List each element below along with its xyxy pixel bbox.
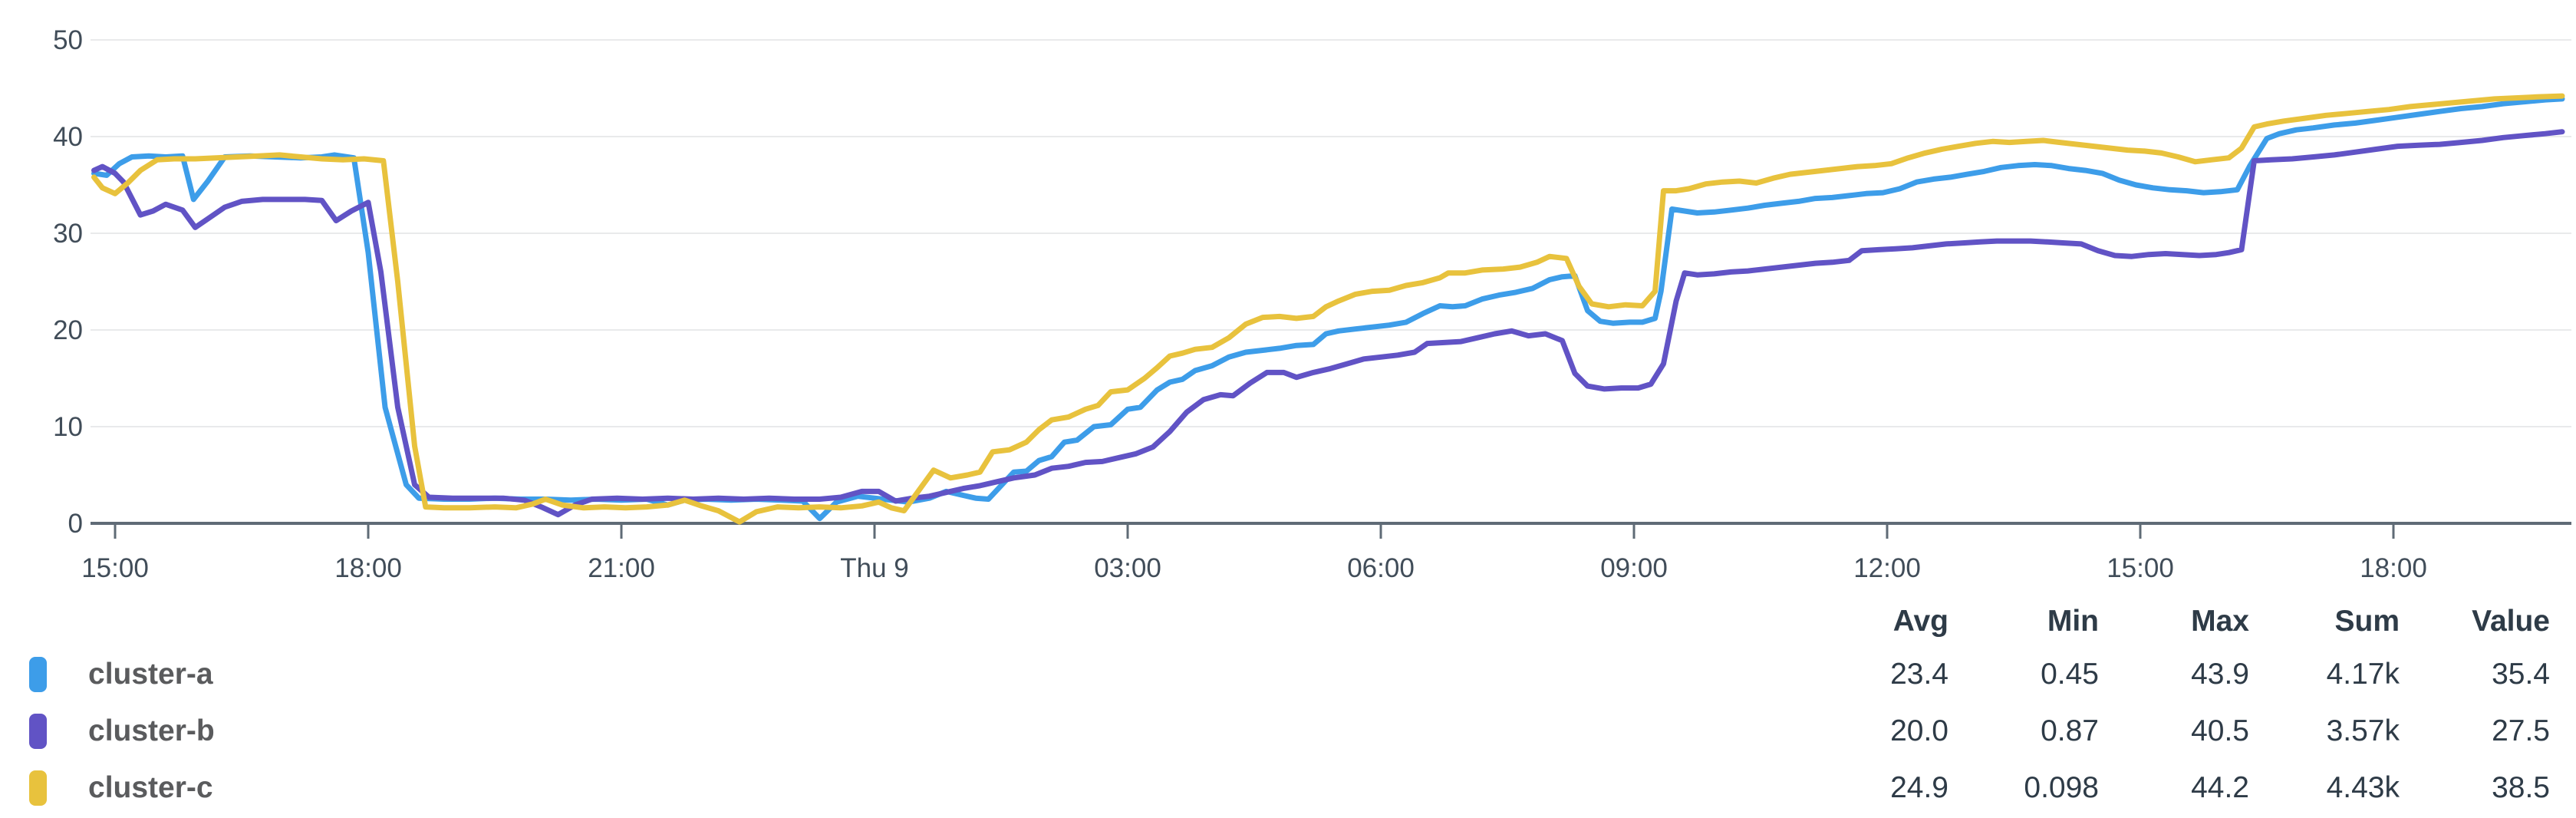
y-axis-label-30: 30: [53, 219, 83, 249]
x-axis-label-03:00: 03:00: [1094, 553, 1161, 583]
stat-min: 0.87: [2041, 714, 2099, 747]
series-label: cluster-a: [88, 658, 213, 691]
stat-sum: 4.17k: [2326, 658, 2400, 691]
y-axis-label-20: 20: [53, 315, 83, 345]
stat-value: 38.5: [2492, 771, 2550, 804]
x-axis-label-15:00: 15:00: [81, 553, 149, 583]
stat-value: 35.4: [2492, 658, 2550, 691]
stats-header-sum: Sum: [2334, 605, 2400, 638]
x-axis-label-12:00: 12:00: [1853, 553, 1921, 583]
stats-header-row: Avg Min Max Sum Value: [0, 597, 2576, 646]
x-axis-label-09:00: 09:00: [1600, 553, 1668, 583]
stats-header-value: Value: [2472, 605, 2550, 638]
stat-value: 27.5: [2492, 714, 2550, 747]
stat-max: 43.9: [2191, 658, 2249, 691]
y-axis-label-10: 10: [53, 412, 83, 442]
x-axis-label-21:00: 21:00: [588, 553, 655, 583]
stat-avg: 20.0: [1890, 714, 1948, 747]
x-axis-label-06:00: 06:00: [1347, 553, 1415, 583]
line-chart-plot[interactable]: 0 10 20 30 40 50 15:00 18:00 21:00 Thu 9 03:00 06:0…: [0, 0, 2576, 599]
series-color-swatch: [29, 657, 47, 692]
legend-row[interactable]: cluster-b 20.0 0.87 40.5 3.57k 27.5: [0, 703, 2576, 760]
stat-sum: 4.43k: [2326, 771, 2400, 804]
series-line-cluster-b[interactable]: [91, 129, 2565, 518]
legend-row-label-area: cluster-b: [0, 714, 1798, 749]
x-axis-label-18:00: 18:00: [334, 553, 402, 583]
x-axis-label-15:00: 15:00: [2107, 553, 2174, 583]
series-label: cluster-c: [88, 771, 213, 804]
y-axis-label-40: 40: [53, 122, 83, 152]
x-axis-label-18:00: 18:00: [2360, 553, 2427, 583]
series-label: cluster-b: [88, 714, 215, 747]
legend-row[interactable]: cluster-c 24.9 0.098 44.2 4.43k 38.5: [0, 760, 2576, 816]
stat-max: 44.2: [2191, 771, 2249, 804]
stats-header-min: Min: [2047, 605, 2099, 638]
stat-max: 40.5: [2191, 714, 2249, 747]
legend-row-label-area: cluster-a: [0, 657, 1798, 692]
legend-row-label-area: cluster-c: [0, 770, 1798, 806]
x-axis-label-Thu 9: Thu 9: [840, 553, 909, 583]
stat-avg: 23.4: [1890, 658, 1948, 691]
stats-header-avg: Avg: [1892, 605, 1948, 638]
stat-min: 0.098: [2024, 771, 2099, 804]
legend-row[interactable]: cluster-a 23.4 0.45 43.9 4.17k 35.4: [0, 646, 2576, 703]
series-color-swatch: [29, 714, 47, 749]
y-axis-label-0: 0: [68, 509, 83, 539]
stat-sum: 3.57k: [2326, 714, 2400, 747]
series-line-cluster-c[interactable]: [91, 93, 2565, 525]
legend-stats-table: Avg Min Max Sum Value cluster-a 23.4 0.4…: [0, 597, 2576, 818]
stat-avg: 24.9: [1890, 771, 1948, 804]
stats-header-max: Max: [2191, 605, 2249, 638]
series-color-swatch: [29, 770, 47, 806]
y-axis-label-50: 50: [53, 25, 83, 55]
stat-min: 0.45: [2041, 658, 2099, 691]
